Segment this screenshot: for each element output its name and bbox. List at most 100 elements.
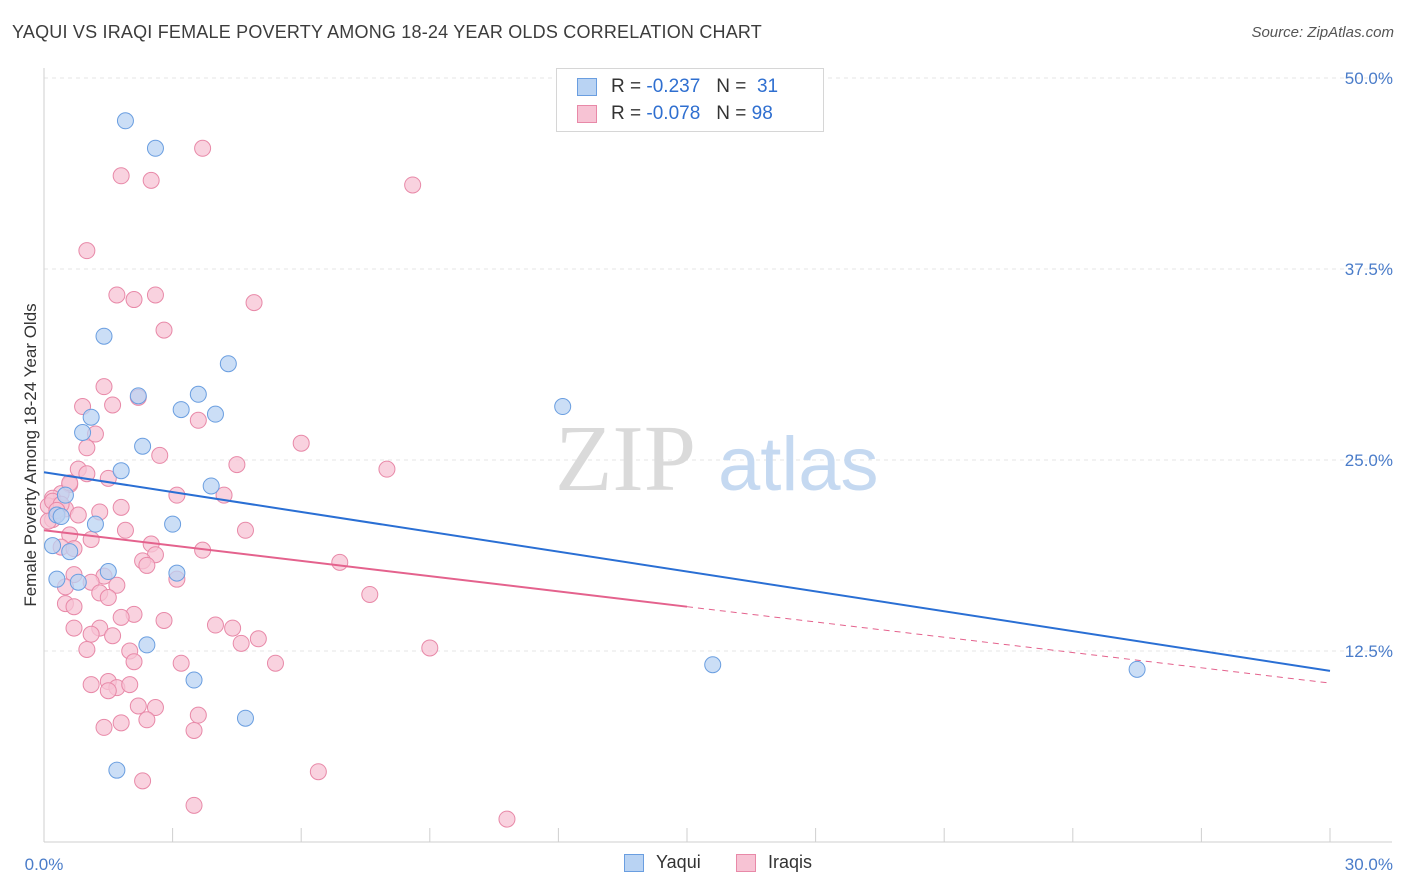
iraqi-point <box>112 608 130 626</box>
yaqui-point <box>146 139 164 157</box>
legend-n-label-yaqui: N = <box>716 76 747 97</box>
iraqi-point <box>421 639 439 657</box>
bottom-legend-iraqis: Iraqis <box>736 852 812 873</box>
yaqui-point <box>61 543 79 561</box>
iraqi-point <box>78 242 96 260</box>
yaqui-swatch <box>577 78 597 96</box>
y-tick-label: 25.0% <box>1345 451 1393 470</box>
iraqi-point <box>82 625 100 643</box>
iraqis-swatch <box>577 105 597 123</box>
yaqui-point <box>206 405 224 423</box>
y-tick-labels: 12.5% 25.0% 37.5% 50.0% <box>1345 69 1393 661</box>
iraqi-point <box>142 171 160 189</box>
yaqui-point <box>554 398 572 416</box>
iraqi-point <box>185 796 203 814</box>
series-iraqis <box>39 139 516 828</box>
watermark-zip: ZIP <box>555 407 696 511</box>
iraqi-point <box>129 697 147 715</box>
iraqi-point <box>104 396 122 414</box>
yaqui-point <box>138 636 156 654</box>
iraqi-point <box>65 619 83 637</box>
iraqi-point <box>155 611 173 629</box>
chart-title: YAQUI VS IRAQI FEMALE POVERTY AMONG 18-2… <box>12 22 762 42</box>
iraqi-point <box>245 294 263 312</box>
yaqui-point <box>108 761 126 779</box>
yaqui-point <box>112 462 130 480</box>
iraqi-point <box>112 498 130 516</box>
iraqi-point <box>95 378 113 396</box>
yaqui-trend-line <box>43 471 1331 672</box>
iraqis-trend-line <box>43 529 688 608</box>
iraqi-point <box>69 506 87 524</box>
iraqi-point <box>95 718 113 736</box>
iraqi-point <box>125 291 143 309</box>
iraqi-point <box>104 627 122 645</box>
x-tick-label: 30.0% <box>1345 855 1393 874</box>
yaqui-point <box>116 112 134 130</box>
iraqi-point <box>112 167 130 185</box>
iraqi-point <box>249 630 267 648</box>
legend-row-iraqis: R = -0.078 N = 98 <box>577 101 773 127</box>
legend-r-value-iraqis: -0.078 <box>646 103 701 124</box>
iraqi-point <box>172 654 190 672</box>
iraqi-point <box>82 530 100 548</box>
yaqui-point <box>82 408 100 426</box>
iraqi-point <box>309 763 327 781</box>
yaqui-point <box>48 570 66 588</box>
iraqi-point <box>121 676 139 694</box>
iraqi-point <box>78 439 96 457</box>
axes <box>43 68 1392 843</box>
bottom-legend-yaqui: Yaqui <box>624 852 701 873</box>
yaqui-point <box>202 477 220 495</box>
yaqui-point <box>236 709 254 727</box>
yaqui-point <box>185 671 203 689</box>
yaqui-point <box>189 385 207 403</box>
bottom-iraqis-label: Iraqis <box>768 852 813 872</box>
legend-r-value-yaqui: -0.237 <box>646 76 701 97</box>
iraqi-point <box>138 711 156 729</box>
iraqi-point <box>82 676 100 694</box>
iraqi-point <box>108 286 126 304</box>
iraqi-point <box>189 411 207 429</box>
yaqui-point <box>99 563 117 581</box>
yaqui-point <box>56 486 74 504</box>
y-tick-label: 12.5% <box>1345 642 1393 661</box>
iraqi-point <box>99 682 117 700</box>
yaqui-point <box>1128 660 1146 678</box>
iraqi-point <box>112 714 130 732</box>
iraqi-point <box>146 699 164 717</box>
iraqi-point <box>125 653 143 671</box>
iraqi-point <box>331 553 349 571</box>
iraqi-point <box>404 176 422 194</box>
yaqui-point <box>52 508 70 526</box>
y-axis-label: Female Poverty Among 18-24 Year Olds <box>21 303 40 606</box>
legend-n-value-yaqui: 31 <box>756 76 779 97</box>
yaqui-point <box>129 387 147 405</box>
legend-box: R = -0.237 N = 31 R = -0.078 N = 98 <box>556 68 824 132</box>
bottom-yaqui-swatch <box>624 853 644 872</box>
series-yaqui <box>44 112 1146 779</box>
watermark-atlas: atlas <box>718 422 879 507</box>
iraqi-point <box>228 456 246 474</box>
y-tick-label: 50.0% <box>1345 69 1393 88</box>
iraqis-trend-dashed <box>686 606 1331 684</box>
source-label: Source: ZipAtlas.com <box>1251 24 1394 41</box>
iraqi-point <box>134 772 152 790</box>
yaqui-point <box>219 355 237 373</box>
yaqui-point <box>69 573 87 591</box>
iraqi-point <box>185 721 203 739</box>
legend-r-label-iraqis: R = <box>611 103 642 124</box>
iraqi-point <box>224 619 242 637</box>
iraqi-point <box>292 434 310 452</box>
iraqi-point <box>189 706 207 724</box>
yaqui-point <box>164 515 182 533</box>
bottom-yaqui-label: Yaqui <box>656 852 701 872</box>
gridlines <box>44 77 1392 652</box>
x-tick-label: 0.0% <box>25 855 64 874</box>
iraqi-point <box>108 576 126 594</box>
iraqi-point <box>232 634 250 652</box>
y-tick-label: 37.5% <box>1345 260 1393 279</box>
x-tick-labels: 0.0% 30.0% <box>25 855 1393 874</box>
iraqi-point <box>378 460 396 478</box>
